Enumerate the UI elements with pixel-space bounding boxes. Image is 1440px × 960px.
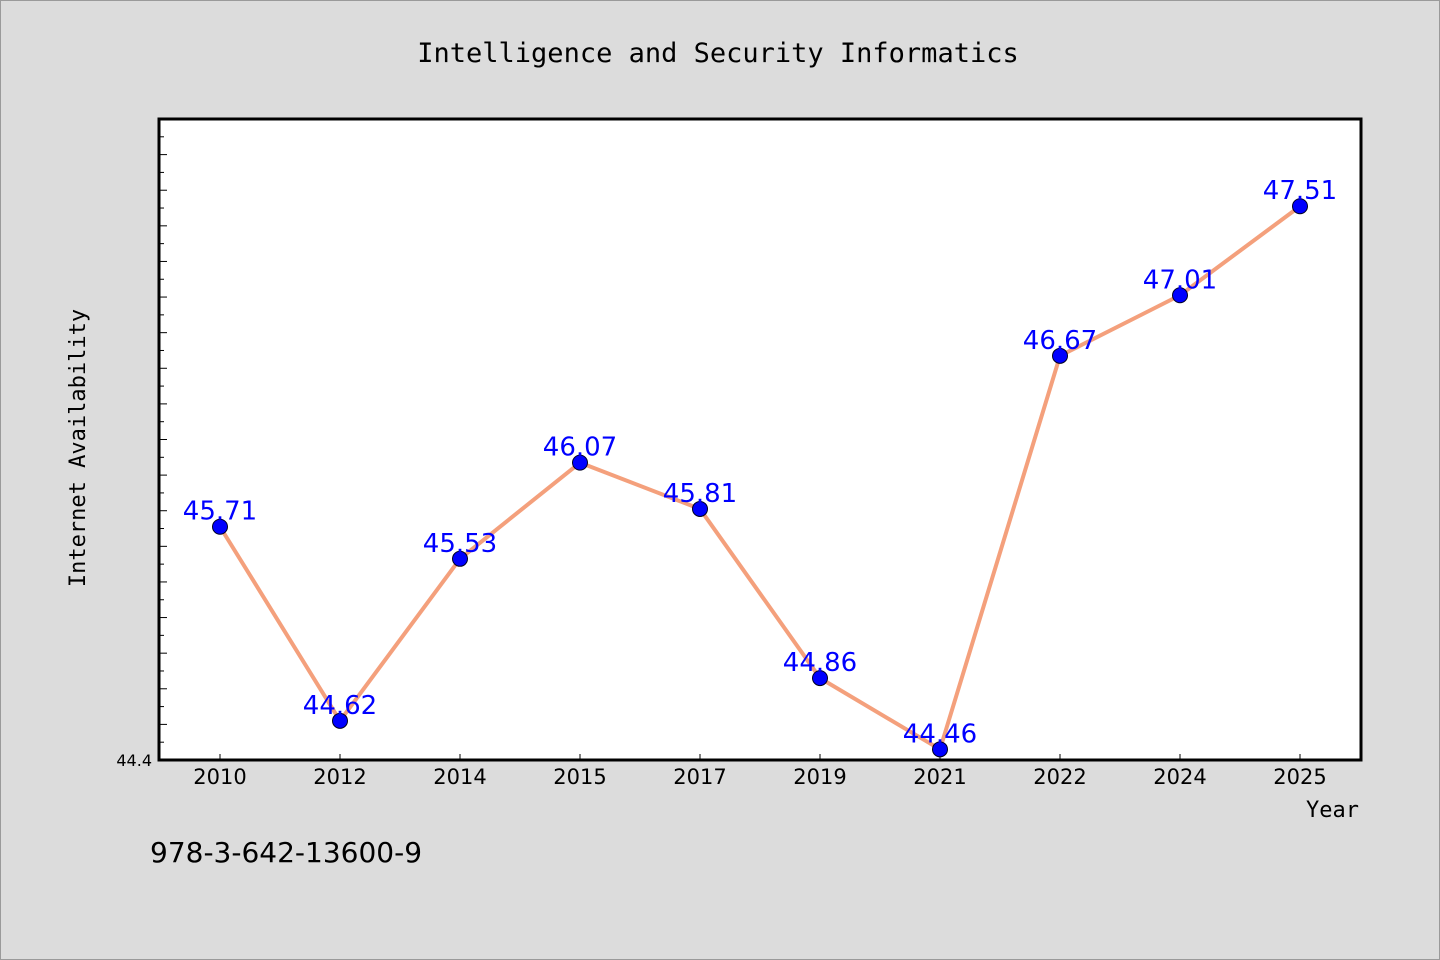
data-point-marker bbox=[572, 454, 588, 471]
series-line-group: 45.71 44.62 45.53 46.07 45.81 44.86 44.46 46.67… bbox=[183, 176, 1337, 758]
x-tick-label: 2021 bbox=[913, 765, 966, 789]
x-tick-label: 2025 bbox=[1273, 765, 1326, 789]
data-point-marker bbox=[332, 712, 348, 729]
x-tick-label: 2017 bbox=[673, 765, 726, 789]
x-tick-label: 2015 bbox=[553, 765, 606, 789]
y-tick-label: 44.4 bbox=[116, 751, 152, 770]
x-tick-label: 2012 bbox=[313, 765, 366, 789]
data-point-marker bbox=[1292, 198, 1308, 215]
data-label: 46.07 bbox=[543, 433, 617, 463]
data-label: 45.53 bbox=[423, 529, 497, 559]
data-point-marker bbox=[452, 550, 468, 567]
data-label: 45.71 bbox=[183, 497, 257, 527]
data-point-marker bbox=[692, 500, 708, 517]
data-point-marker bbox=[932, 741, 948, 758]
data-label: 46.67 bbox=[1023, 326, 1097, 356]
data-point-marker bbox=[812, 670, 828, 687]
data-label: 45.81 bbox=[663, 479, 737, 509]
data-point-marker bbox=[1172, 287, 1188, 304]
data-label: 47.01 bbox=[1143, 265, 1217, 295]
x-axis-ticks: 2010 2012 2014 2015 2017 2019 2021 2022 2024 2025 bbox=[193, 754, 1327, 789]
data-label: 47.51 bbox=[1263, 176, 1337, 206]
x-axis-label: Year bbox=[1306, 798, 1359, 823]
data-point-marker bbox=[1052, 347, 1068, 364]
chart-title: Intelligence and Security Informatics bbox=[417, 38, 1018, 69]
data-label: 44.62 bbox=[303, 691, 377, 721]
x-tick-label: 2014 bbox=[433, 765, 486, 789]
plot-area bbox=[157, 117, 1363, 762]
x-tick-label: 2019 bbox=[793, 765, 846, 789]
series-line bbox=[218, 204, 1302, 752]
x-tick-label: 2024 bbox=[1153, 765, 1206, 789]
y-axis-label: Internet Availability bbox=[66, 309, 91, 587]
data-label: 44.86 bbox=[783, 648, 857, 678]
data-point-marker bbox=[212, 518, 228, 535]
x-tick-label: 2010 bbox=[193, 765, 246, 789]
y-axis-ticks bbox=[159, 118, 167, 761]
x-tick-label: 2022 bbox=[1033, 765, 1086, 789]
footnote-isbn: 978-3-642-13600-9 bbox=[150, 836, 422, 869]
data-label: 44.46 bbox=[903, 719, 977, 749]
